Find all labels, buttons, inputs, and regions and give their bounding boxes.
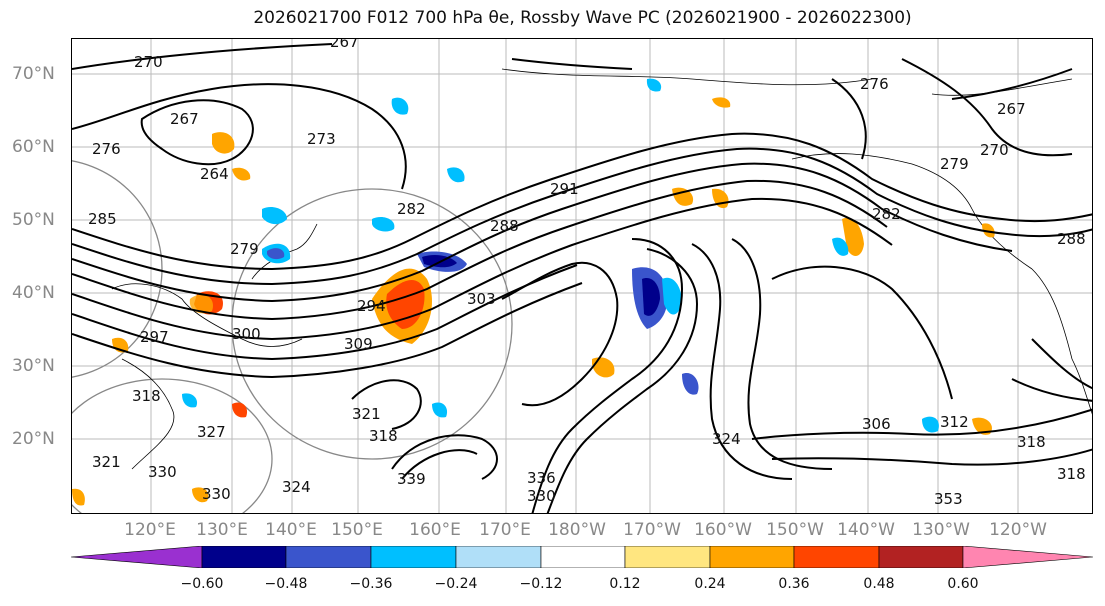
- contour-label: 285: [88, 210, 117, 228]
- colorbar-segment: [962, 546, 1093, 568]
- contour-label: 300: [232, 325, 261, 343]
- colorbar-segment: [201, 546, 287, 568]
- contour-label: 282: [872, 205, 901, 223]
- anomaly-shading: [72, 78, 995, 506]
- lat-label-40n: 40°N: [12, 283, 55, 303]
- colorbar-segment: [624, 546, 711, 568]
- colorbar-segment: [878, 546, 964, 568]
- colorbar-tick: 0.24: [694, 576, 726, 592]
- lon-label-130e: 130°E: [196, 520, 248, 540]
- lat-label-60n: 60°N: [12, 137, 55, 157]
- contour-label: 270: [134, 53, 163, 71]
- contour-label: 267: [997, 100, 1026, 118]
- colorbar-segment: [709, 546, 795, 568]
- contour-label: 318: [1017, 433, 1046, 451]
- lon-label-120w: 120°W: [989, 520, 1047, 540]
- colorbar-tick: −0.60: [180, 576, 224, 592]
- contour-label: 330: [148, 463, 177, 481]
- lon-label-180w: 180°W: [548, 520, 606, 540]
- contour-label: 312: [940, 413, 969, 431]
- colorbar-tick: −0.12: [519, 576, 563, 592]
- contour-label: 330: [527, 487, 556, 505]
- lon-label-140w: 140°W: [837, 520, 895, 540]
- contour-label: 303: [467, 290, 496, 308]
- lon-label-170w: 170°W: [623, 520, 681, 540]
- colorbar-segment: [540, 546, 626, 568]
- lat-label-30n: 30°N: [12, 356, 55, 376]
- map-canvas: 267 270 267 264 276 273 285 279 282 288 …: [72, 39, 1092, 513]
- contour-label: 318: [369, 427, 398, 445]
- contour-label: 306: [862, 415, 891, 433]
- lat-label-20n: 20°N: [12, 429, 55, 449]
- colorbar-tick: 0.12: [609, 576, 641, 592]
- contour-label: 330: [202, 485, 231, 503]
- colorbar-tick: −0.48: [264, 576, 308, 592]
- colorbar-tick: −0.24: [434, 576, 478, 592]
- lat-label-50n: 50°N: [12, 210, 55, 230]
- contour-label: 276: [92, 140, 121, 158]
- contour-label: 279: [230, 240, 259, 258]
- contour-label: 353: [934, 490, 963, 508]
- contour-label: 267: [170, 110, 199, 128]
- lon-label-130w: 130°W: [912, 520, 970, 540]
- colorbar-tick: 0.60: [947, 576, 979, 592]
- colorbar-segment: [285, 546, 372, 568]
- map-title: 2026021700 F012 700 hPa θe, Rossby Wave …: [253, 8, 912, 28]
- contour-label: 297: [140, 328, 169, 346]
- contour-label: 336: [527, 469, 556, 487]
- lon-label-160e: 160°E: [409, 520, 461, 540]
- coastlines: [111, 68, 1092, 470]
- map-panel: 267 270 267 264 276 273 285 279 282 288 …: [71, 38, 1093, 514]
- contour-label: 324: [712, 430, 741, 448]
- lon-label-150e: 150°E: [331, 520, 383, 540]
- colorbar-tick: 0.48: [863, 576, 895, 592]
- lon-label-160w: 160°W: [694, 520, 752, 540]
- contour-label: 264: [200, 165, 229, 183]
- colorbar-segment: [793, 546, 880, 568]
- colorbar: [71, 546, 1093, 568]
- contour-label: 288: [490, 217, 519, 235]
- contour-label: 267: [330, 39, 359, 51]
- colorbar-segment: [370, 546, 457, 568]
- contour-label: 324: [282, 478, 311, 496]
- colorbar-tick: −0.36: [349, 576, 393, 592]
- reference-circles: [72, 160, 513, 513]
- lon-label-170e: 170°E: [479, 520, 531, 540]
- contour-label: 339: [397, 470, 426, 488]
- lon-label-140e: 140°E: [265, 520, 317, 540]
- contour-label: 270: [980, 141, 1009, 159]
- contour-label: 291: [550, 180, 579, 198]
- contour-label: 321: [92, 453, 121, 471]
- lon-label-120e: 120°E: [124, 520, 176, 540]
- lat-label-70n: 70°N: [12, 64, 55, 84]
- contour-label: 294: [357, 297, 386, 315]
- contour-label: 327: [197, 423, 226, 441]
- contour-labels: 267 270 267 264 276 273 285 279 282 288 …: [88, 39, 1086, 508]
- contour-label: 309: [344, 335, 373, 353]
- contour-label: 321: [352, 405, 381, 423]
- contour-label: 318: [132, 387, 161, 405]
- contour-label: 279: [940, 155, 969, 173]
- lon-label-150w: 150°W: [766, 520, 824, 540]
- contour-label: 282: [397, 200, 426, 218]
- contour-label: 273: [307, 130, 336, 148]
- colorbar-tick: 0.36: [778, 576, 810, 592]
- contour-label: 318: [1057, 465, 1086, 483]
- contour-label: 288: [1057, 230, 1086, 248]
- colorbar-segment: [455, 546, 542, 568]
- colorbar-segment: [71, 546, 203, 568]
- theta-e-contours: [72, 43, 1092, 513]
- contour-label: 276: [860, 75, 889, 93]
